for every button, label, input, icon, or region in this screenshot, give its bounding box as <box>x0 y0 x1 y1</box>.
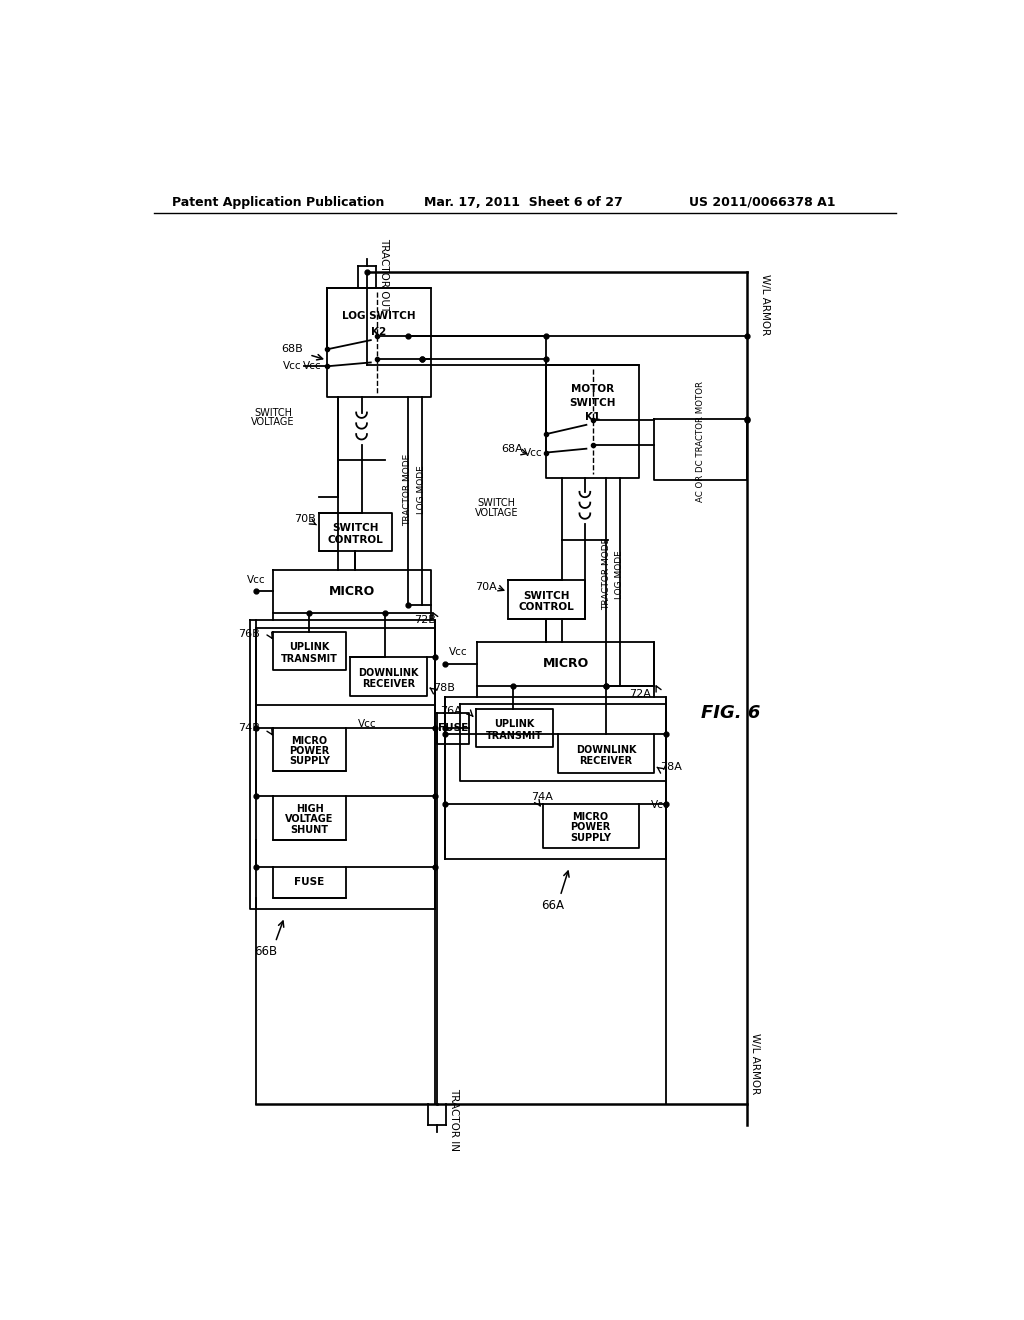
Text: RECEIVER: RECEIVER <box>580 756 633 767</box>
Text: Vcc: Vcc <box>357 719 377 730</box>
Text: SWITCH: SWITCH <box>523 591 569 601</box>
Text: FIG. 6: FIG. 6 <box>701 704 761 722</box>
Text: W/L ARMOR: W/L ARMOR <box>761 275 770 335</box>
Text: POWER: POWER <box>290 746 330 755</box>
Text: MICRO: MICRO <box>292 737 328 746</box>
Text: SUPPLY: SUPPLY <box>570 833 611 842</box>
Text: 66A: 66A <box>541 899 564 912</box>
Text: Vcc: Vcc <box>303 362 322 371</box>
Text: SWITCH: SWITCH <box>569 399 615 408</box>
Text: Vcc: Vcc <box>651 800 670 810</box>
Text: POWER: POWER <box>570 822 610 832</box>
Text: AC OR DC TRACTOR MOTOR: AC OR DC TRACTOR MOTOR <box>696 381 705 502</box>
Text: CONTROL: CONTROL <box>328 535 384 545</box>
Text: SHUNT: SHUNT <box>291 825 329 834</box>
Text: 76A: 76A <box>440 706 462 717</box>
Text: 68A: 68A <box>502 445 523 454</box>
Text: LOG MODE: LOG MODE <box>615 550 624 598</box>
Text: 72B: 72B <box>414 615 436 626</box>
Text: 66B: 66B <box>254 945 276 958</box>
Text: MICRO: MICRO <box>572 812 608 822</box>
Text: 76B: 76B <box>239 630 260 639</box>
Text: Vcc: Vcc <box>283 362 301 371</box>
Text: UPLINK: UPLINK <box>290 643 330 652</box>
Text: VOLTAGE: VOLTAGE <box>286 814 334 824</box>
Text: 74B: 74B <box>238 723 260 733</box>
Text: VOLTAGE: VOLTAGE <box>474 508 518 517</box>
Text: 72A: 72A <box>630 689 651 698</box>
Text: SWITCH: SWITCH <box>333 523 379 533</box>
Text: W/L ARMOR: W/L ARMOR <box>751 1032 761 1094</box>
Text: 70B: 70B <box>294 513 315 524</box>
Text: Vcc: Vcc <box>450 647 468 657</box>
Text: K1: K1 <box>585 412 600 422</box>
Text: HIGH: HIGH <box>296 804 324 814</box>
Text: 74A: 74A <box>531 792 553 803</box>
Text: LOG SWITCH: LOG SWITCH <box>342 312 416 321</box>
Text: SWITCH: SWITCH <box>477 499 515 508</box>
Text: Vcc: Vcc <box>247 576 265 585</box>
Text: DOWNLINK: DOWNLINK <box>358 668 419 677</box>
Text: TRACTOR MODE: TRACTOR MODE <box>602 539 611 610</box>
Text: FUSE: FUSE <box>295 878 325 887</box>
Text: VOLTAGE: VOLTAGE <box>251 417 295 426</box>
Text: 68B: 68B <box>282 345 303 354</box>
Text: RECEIVER: RECEIVER <box>361 680 415 689</box>
Text: UPLINK: UPLINK <box>494 719 535 730</box>
Text: TRACTOR IN: TRACTOR IN <box>450 1088 460 1151</box>
Text: SWITCH: SWITCH <box>254 408 292 417</box>
Text: 78B: 78B <box>433 684 455 693</box>
Text: MOTOR: MOTOR <box>571 384 614 395</box>
Text: CONTROL: CONTROL <box>518 602 574 612</box>
Text: SUPPLY: SUPPLY <box>289 755 330 766</box>
Text: 78A: 78A <box>660 762 682 772</box>
Text: TRACTOR OUT: TRACTOR OUT <box>379 239 389 313</box>
Text: TRANSMIT: TRANSMIT <box>282 653 338 664</box>
Text: DOWNLINK: DOWNLINK <box>575 744 636 755</box>
Text: TRANSMIT: TRANSMIT <box>485 731 543 741</box>
Text: US 2011/0066378 A1: US 2011/0066378 A1 <box>689 195 836 209</box>
Text: MICRO: MICRO <box>543 657 589 671</box>
Text: 70A: 70A <box>475 582 498 591</box>
Text: Vcc: Vcc <box>524 447 543 458</box>
Text: Mar. 17, 2011  Sheet 6 of 27: Mar. 17, 2011 Sheet 6 of 27 <box>424 195 623 209</box>
Text: LOG MODE: LOG MODE <box>417 465 426 513</box>
Text: K2: K2 <box>372 326 386 337</box>
Text: FUSE: FUSE <box>438 723 468 733</box>
Text: Patent Application Publication: Patent Application Publication <box>172 195 385 209</box>
Text: MICRO: MICRO <box>329 585 375 598</box>
Text: TRACTOR MODE: TRACTOR MODE <box>403 453 413 525</box>
